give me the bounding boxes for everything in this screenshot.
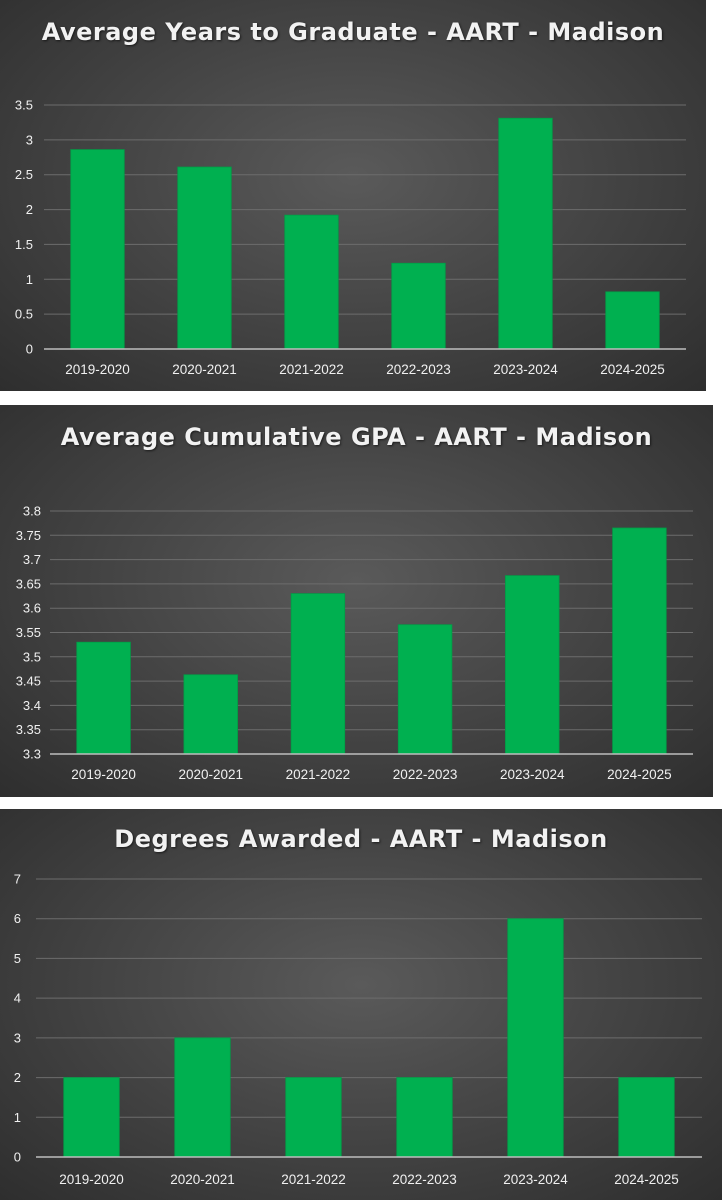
x-tick-label: 2023-2024 [503, 1172, 568, 1187]
y-tick-label: 3.3 [23, 747, 41, 762]
x-tick-label: 2022-2023 [393, 767, 458, 782]
y-tick-label: 3.35 [16, 722, 41, 737]
bar-2023-2024 [507, 918, 564, 1158]
y-tick-label: 3.5 [23, 649, 41, 664]
y-tick-label: 0 [26, 342, 33, 357]
bar-chart-cumulative-gpa: 3.3 3.35 3.4 3.45 3.5 3.55 3.6 3.65 3.7 3.75 3.8 20… [16, 504, 693, 782]
y-tick-label: 3.7 [23, 552, 41, 567]
x-tick-label: 2021-2022 [286, 767, 351, 782]
bar-2022-2023 [397, 624, 453, 755]
y-tick-label: 3.55 [16, 625, 41, 640]
x-tick-label: 2023-2024 [493, 362, 558, 377]
bar-2019-2020 [70, 149, 125, 350]
y-tick-label: 7 [14, 872, 21, 887]
bar-2024-2025 [618, 1077, 675, 1158]
x-tick-label: 2019-2020 [71, 767, 136, 782]
bar-2023-2024 [505, 575, 560, 755]
y-tick-label: 1 [26, 272, 33, 287]
x-tick-label: 2024-2025 [600, 362, 665, 377]
y-tick-label: 1.5 [15, 237, 33, 252]
x-tick-label: 2023-2024 [500, 767, 565, 782]
bar-2021-2022 [285, 1077, 342, 1158]
chart-panel-cumulative-gpa: Average Cumulative GPA - AART - Madison … [0, 405, 713, 797]
x-tick-label: 2019-2020 [65, 362, 130, 377]
x-tick-label: 2022-2023 [392, 1172, 457, 1187]
y-tick-label: 3 [26, 132, 33, 147]
y-tick-label: 0 [14, 1150, 21, 1165]
x-tick-label: 2022-2023 [386, 362, 451, 377]
chart-title: Degrees Awarded - AART - Madison [114, 825, 608, 853]
bar-chart-years-to-graduate: 0 0.5 1 1.5 2 2.5 3 3.5 2019-2020 2020-2021 2021-2… [15, 98, 686, 377]
x-tick-label: 2020-2021 [170, 1172, 235, 1187]
x-tick-label: 2019-2020 [59, 1172, 124, 1187]
y-tick-label: 3 [14, 1030, 21, 1045]
bar-2020-2021 [177, 166, 232, 350]
x-tick-label: 2020-2021 [178, 767, 243, 782]
bar-2019-2020 [63, 1077, 120, 1158]
x-tick-label: 2021-2022 [281, 1172, 346, 1187]
y-tick-label: 2 [26, 202, 33, 217]
bar-2019-2020 [76, 641, 131, 755]
y-tick-label: 3.65 [16, 576, 41, 591]
y-tick-label: 5 [14, 951, 21, 966]
chart-panel-years-to-graduate: Average Years to Graduate - AART - Madis… [0, 0, 706, 391]
y-tick-label: 6 [14, 911, 21, 926]
bar-chart-degrees-awarded: 0 1 2 3 4 5 6 7 2019-2020 2020-2021 2021-2022 2022-… [14, 872, 702, 1187]
y-tick-label: 0.5 [15, 307, 33, 322]
bar-2024-2025 [612, 527, 667, 755]
y-tick-label: 3.5 [15, 98, 33, 113]
y-tick-label: 1 [14, 1110, 21, 1125]
y-tick-label: 2 [14, 1070, 21, 1085]
bar-2022-2023 [391, 262, 446, 350]
bar-2021-2022 [284, 214, 339, 350]
bar-2021-2022 [290, 593, 346, 755]
x-tick-label: 2021-2022 [279, 362, 344, 377]
y-tick-label: 3.6 [23, 601, 41, 616]
x-tick-label: 2024-2025 [607, 767, 672, 782]
x-tick-label: 2024-2025 [614, 1172, 679, 1187]
bar-2024-2025 [605, 291, 660, 350]
bar-2023-2024 [498, 117, 553, 350]
bar-2020-2021 [174, 1037, 231, 1158]
y-tick-label: 4 [14, 991, 21, 1006]
chart-panel-degrees-awarded: Degrees Awarded - AART - Madison 0 1 2 3 4 5 6… [0, 809, 722, 1200]
bar-2022-2023 [396, 1077, 453, 1158]
y-tick-label: 3.4 [23, 698, 41, 713]
y-tick-label: 3.75 [16, 528, 41, 543]
x-tick-label: 2020-2021 [172, 362, 237, 377]
bar-2020-2021 [183, 674, 238, 755]
y-tick-label: 2.5 [15, 167, 33, 182]
y-tick-label: 3.8 [23, 504, 41, 519]
chart-title: Average Years to Graduate - AART - Madis… [41, 18, 665, 46]
y-tick-label: 3.45 [16, 674, 41, 689]
chart-title: Average Cumulative GPA - AART - Madison [60, 423, 653, 451]
